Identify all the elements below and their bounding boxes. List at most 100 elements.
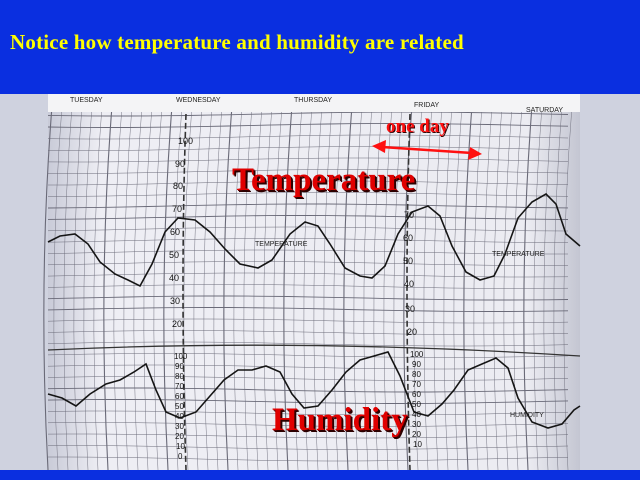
grid-line-vertical	[243, 105, 253, 470]
hum-tick-30: 30	[175, 422, 184, 431]
hum-tick-r-10: 10	[413, 440, 422, 449]
temp-tick-20: 20	[172, 319, 183, 329]
grid-line-horizontal	[48, 180, 569, 186]
day-header-friday: FRIDAY	[414, 102, 440, 109]
grid-line-horizontal	[47, 399, 569, 404]
grid-line-horizontal	[47, 284, 569, 289]
hum-tick-r-70: 70	[412, 380, 421, 389]
grid-line-vertical	[73, 105, 83, 470]
trace-caption-temperature-2: TEMPERATURE	[492, 251, 545, 258]
grid-line-horizontal	[47, 295, 569, 301]
temp-tick-r-60: 60	[403, 233, 414, 243]
grid-line-vertical	[353, 105, 363, 470]
grid-line-horizontal	[47, 272, 569, 278]
grid-line-vertical	[133, 105, 143, 470]
humidity-scale-left: 100 90 80 70 60 50 40 30 20 10 0	[174, 352, 204, 470]
grid-line-horizontal	[47, 261, 569, 266]
hum-tick-10: 10	[176, 442, 185, 451]
grid-line-horizontal	[47, 422, 569, 427]
day-header-tuesday: TUESDAY	[70, 97, 103, 104]
grid-line-vertical	[143, 105, 153, 470]
grid-line-horizontal	[47, 341, 569, 347]
hum-tick-20: 20	[175, 432, 184, 441]
grid-line-vertical	[323, 105, 333, 470]
grid-line-vertical	[103, 105, 113, 470]
grid-line-horizontal	[47, 364, 569, 370]
grid-line-horizontal	[47, 318, 569, 324]
grid-line-vertical	[83, 105, 93, 470]
grid-line-vertical	[153, 105, 163, 470]
trace-caption-temperature-1: TEMPERATURE	[255, 241, 308, 248]
grid-line-vertical	[553, 105, 563, 470]
grid-line-vertical	[203, 105, 213, 470]
grid-line-vertical	[173, 105, 183, 470]
grid-line-horizontal	[47, 203, 569, 209]
grid-line-horizontal	[47, 353, 569, 358]
grid-line-vertical	[313, 105, 323, 470]
grid-line-vertical	[43, 105, 53, 470]
grid-line-vertical	[93, 105, 103, 470]
day-separator-line	[182, 113, 187, 470]
grid-line-vertical	[123, 105, 133, 470]
hum-tick-r-60: 60	[412, 390, 421, 399]
grid-line-vertical	[53, 105, 63, 470]
grid-line-vertical	[503, 105, 513, 470]
hum-tick-r-100: 100	[410, 350, 424, 359]
hum-tick-r-40: 40	[412, 410, 421, 419]
day-header-thursday: THURSDAY	[294, 97, 332, 104]
grid-line-vertical	[193, 105, 203, 470]
temp-tick-80: 80	[173, 181, 184, 191]
grid-line-vertical	[113, 105, 123, 470]
hum-tick-40: 40	[175, 412, 184, 421]
humidity-scale-right: 100 90 80 70 60 50 40 30 20 10	[410, 350, 440, 468]
hum-tick-50: 50	[175, 402, 184, 411]
grid-line-horizontal	[47, 123, 569, 128]
grid-line-horizontal	[47, 134, 569, 140]
grid-line-vertical	[213, 105, 223, 470]
hum-tick-60: 60	[175, 392, 184, 401]
temperature-scale-right: 70 60 50 40 30 20	[400, 140, 430, 340]
hum-tick-r-30: 30	[412, 420, 421, 429]
grid-line-vertical	[343, 105, 353, 470]
hum-tick-100: 100	[174, 352, 188, 361]
grid-line-horizontal	[47, 307, 569, 312]
grid-line-vertical	[493, 105, 503, 470]
temp-tick-40: 40	[169, 273, 180, 283]
temperature-trace	[47, 193, 581, 288]
recorder-chart-photo	[0, 94, 640, 470]
hum-tick-r-20: 20	[412, 430, 421, 439]
hum-tick-70: 70	[175, 382, 184, 391]
header-strip	[48, 94, 580, 112]
one-day-label: one day	[386, 116, 449, 137]
grid-line-horizontal	[47, 410, 569, 416]
grid-line-horizontal	[47, 330, 569, 335]
temp-tick-r-30: 30	[405, 304, 416, 314]
chart-paper	[0, 94, 640, 470]
grid-line-vertical	[273, 105, 283, 470]
temp-tick-r-40: 40	[404, 279, 415, 289]
temperature-scale-left: 100 90 80 70 60 50 40 30 20	[169, 134, 202, 334]
grid-line-vertical	[543, 105, 553, 470]
grid-line-vertical	[483, 105, 493, 470]
slide-title: Notice how temperature and humidity are …	[10, 30, 464, 54]
grid-line-vertical	[163, 105, 173, 470]
temp-tick-r-70: 70	[404, 210, 415, 220]
hum-tick-r-90: 90	[412, 360, 421, 369]
temp-tick-50: 50	[169, 250, 180, 260]
day-header-saturday: SATURDAY	[526, 107, 564, 114]
temperature-label: Temperature	[232, 162, 416, 198]
grid-line-vertical	[363, 105, 373, 470]
temp-tick-70: 70	[172, 204, 183, 214]
day-header-wednesday: WEDNESDAY	[176, 97, 221, 104]
temp-tick-90: 90	[175, 159, 186, 169]
grid-line-vertical	[333, 105, 343, 470]
grid-line-vertical	[293, 105, 303, 470]
bottom-bar	[0, 470, 640, 480]
grid-line-horizontal	[48, 169, 569, 174]
grid-line-vertical	[373, 105, 383, 470]
temp-tick-60: 60	[170, 227, 181, 237]
temp-tick-100: 100	[178, 136, 194, 146]
grid-line-vertical	[303, 105, 313, 470]
grid-line-vertical	[263, 105, 273, 470]
grid-line-vertical	[183, 105, 193, 470]
